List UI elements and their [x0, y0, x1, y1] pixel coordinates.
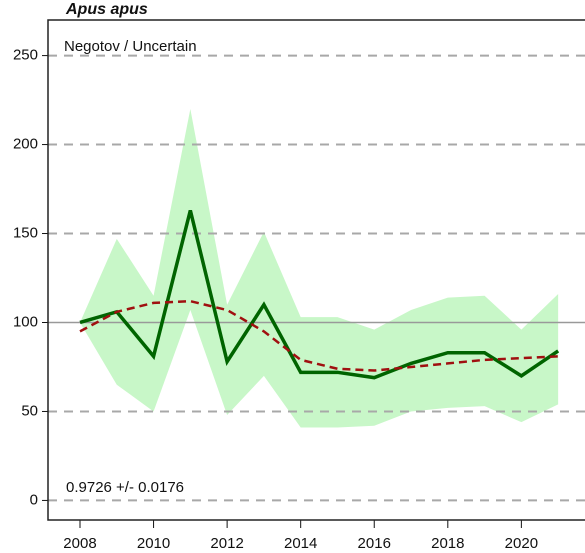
y-tick-label: 0 — [30, 491, 38, 508]
x-tick-label: 2012 — [210, 535, 243, 552]
annotation: 0.9726 +/- 0.0176 — [66, 479, 184, 496]
confidence-band — [79, 108, 559, 428]
chart-title: Apus apus — [65, 1, 148, 18]
y-tick-label: 150 — [13, 224, 38, 241]
plot-frame — [47, 19, 585, 521]
y-tick-label: 200 — [13, 136, 38, 153]
x-tick-label: 2020 — [505, 535, 538, 552]
x-tick-label: 2018 — [431, 535, 464, 552]
x-tick-label: 2016 — [358, 535, 391, 552]
x-tick-label: 2014 — [284, 535, 317, 552]
x-tick-label: 2010 — [137, 535, 170, 552]
x-tick-label: 2008 — [63, 535, 96, 552]
subtitle: Negotov / Uncertain — [64, 38, 197, 55]
series-line — [79, 209, 560, 380]
y-tick-label: 100 — [13, 313, 38, 330]
y-tick-label: 250 — [13, 47, 38, 64]
series-line — [79, 299, 559, 372]
y-tick-label: 50 — [21, 402, 38, 419]
